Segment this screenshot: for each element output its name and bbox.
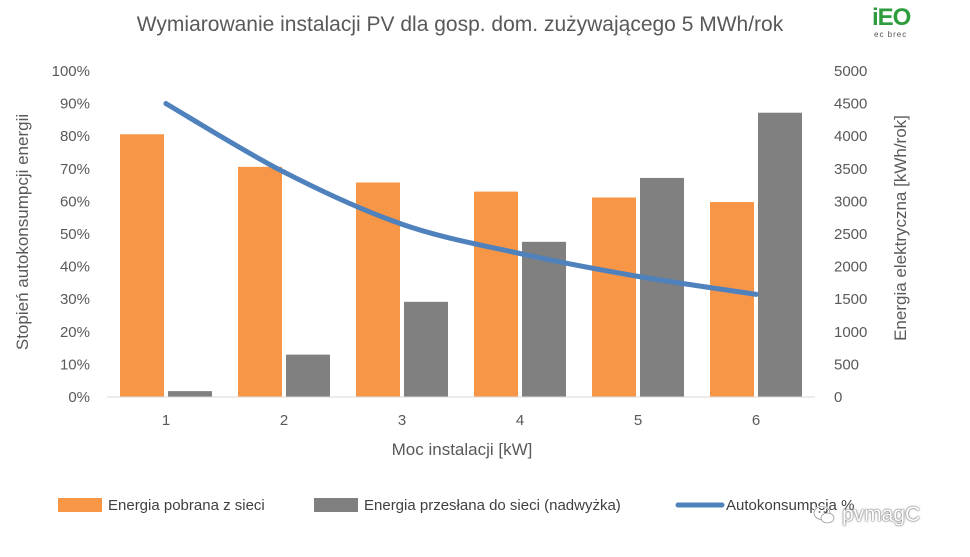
left-axis-tick-label: 20% [60,324,90,341]
x-axis-tick-label: 6 [752,412,760,429]
right-axis-tick-label: 4000 [834,128,867,145]
autoconsumption-point [635,273,641,279]
bars [120,112,802,397]
bar-grid-import [120,134,164,397]
left-axis-ticks: 0% 10% 20% 30% 40% 50% 60% 70% 80% 90% 100% [52,63,90,406]
left-axis-tick-label: 50% [60,226,90,243]
right-axis-tick-label: 4500 [834,96,867,113]
legend-label-autoconsumption: Autokonsumpcja % [726,497,854,514]
right-axis-tick-label: 5000 [834,63,867,80]
x-axis-tick-label: 4 [516,412,524,429]
bar-grid-export [404,301,448,397]
watermark-text: pvmagC [842,503,921,526]
right-axis-ticks: 0 500 1000 1500 2000 2500 3000 3500 4000 4500 5000 [834,63,867,406]
x-axis-label: Moc instalacji [kW] [392,440,533,459]
bar-grid-export [758,112,802,397]
right-axis-tick-label: 3000 [834,193,867,210]
legend-swatch-grid-export [314,498,358,512]
left-axis-tick-label: 80% [60,128,90,145]
chart-title: Wymiarowanie instalacji PV dla gosp. dom… [137,13,784,36]
x-axis-tick-label: 1 [162,412,170,429]
line-series [163,101,759,297]
autoconsumption-point [163,101,169,107]
logo-subtext: ec brec [874,30,908,39]
bar-grid-export [640,177,684,397]
y-axis-label-right: Energia elektryczna [kWh/rok] [891,115,910,341]
bar-grid-import [710,202,754,397]
autoconsumption-point [281,169,287,175]
legend: Energia pobrana z sieci Energia przesłan… [58,497,854,514]
logo-text: iEO [872,4,911,31]
autoconsumption-line [163,101,759,297]
right-axis-tick-label: 1500 [834,291,867,308]
right-axis-tick-label: 0 [834,389,842,406]
legend-label-grid-import: Energia pobrana z sieci [108,497,265,514]
right-axis-tick-label: 1000 [834,324,867,341]
left-axis-tick-label: 0% [68,389,90,406]
bar-grid-import [592,197,636,397]
x-axis-tick-label: 5 [634,412,642,429]
left-axis-tick-label: 100% [52,63,90,80]
bar-grid-export [286,354,330,397]
x-axis-ticks: 1 2 3 4 5 6 [162,412,760,429]
x-axis-tick-label: 3 [398,412,406,429]
left-axis-tick-label: 10% [60,356,90,373]
left-axis-tick-label: 70% [60,161,90,178]
bar-grid-export [168,391,212,397]
legend-swatch-grid-import [58,498,102,512]
watermark: pvmagC [812,500,920,530]
bar-grid-export [522,241,566,397]
autoconsumption-point [517,251,523,257]
bar-grid-import [238,166,282,397]
bar-grid-import [474,191,518,397]
wechat-icon [813,505,835,524]
right-axis-tick-label: 2000 [834,259,867,276]
right-axis-tick-label: 2500 [834,226,867,243]
right-axis-tick-label: 3500 [834,161,867,178]
autoconsumption-point [753,291,759,297]
left-axis-tick-label: 90% [60,96,90,113]
left-axis-tick-label: 40% [60,259,90,276]
autoconsumption-point [399,221,405,227]
right-axis-tick-label: 500 [834,356,859,373]
left-axis-tick-label: 60% [60,193,90,210]
legend-label-grid-export: Energia przesłana do sieci (nadwyżka) [364,497,621,514]
y-axis-label-left: Stopień autokonsumpcji energii [13,114,32,350]
x-axis-tick-label: 2 [280,412,288,429]
left-axis-tick-label: 30% [60,291,90,308]
ieo-logo: iEO ec brec [872,6,942,48]
